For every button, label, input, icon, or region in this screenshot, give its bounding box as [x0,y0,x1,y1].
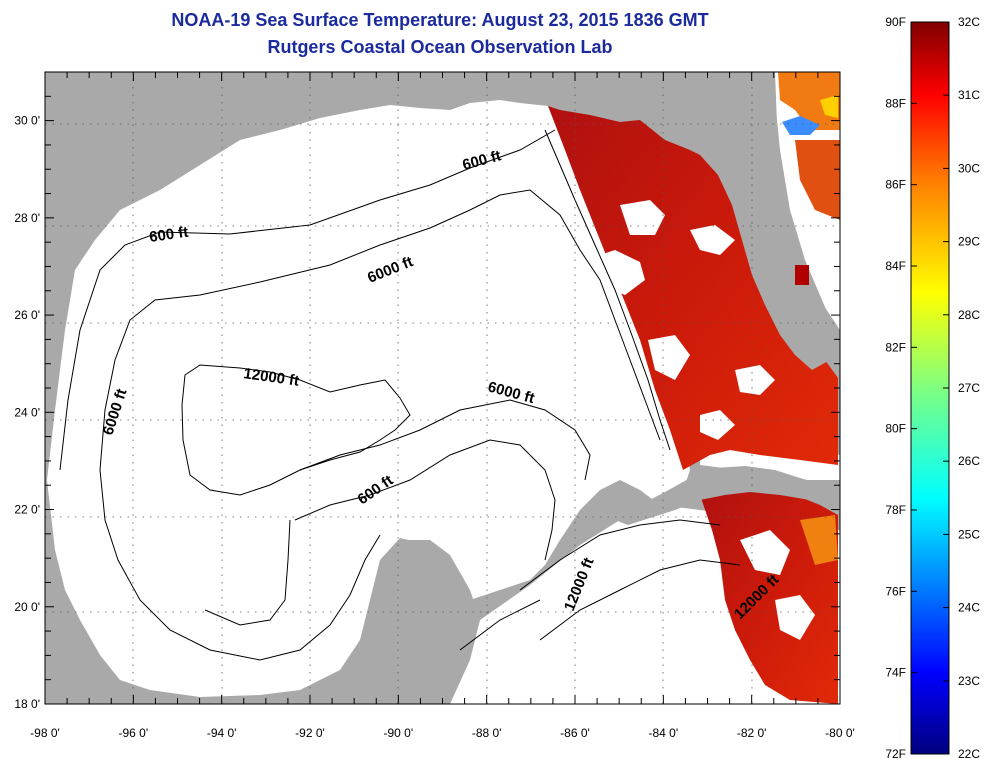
colorbar-label-c: 31C [958,88,980,102]
graticule [45,72,840,704]
y-tick-label: 24 0' [14,405,40,419]
cloud-gap [690,225,735,255]
cloud-gap [648,335,690,380]
y-tick-label: 30 0' [14,114,40,128]
yucatan [300,540,480,704]
sst-orange-patch [800,515,838,565]
colorbar-label-f: 90F [885,15,906,29]
x-tick-label: -88 0' [472,726,502,740]
cloud-gap [585,250,645,295]
colorbar-label-c: 24C [958,601,980,615]
x-tick-label: -80 0' [825,726,855,740]
y-tick-label: 20 0' [14,600,40,614]
colorbar-label-f: 88F [885,96,906,110]
colorbar-label-f: 74F [885,666,906,680]
colorbar-label-c: 25C [958,527,980,541]
y-tick-label: 18 0' [14,697,40,711]
cloud-gap [740,530,790,575]
x-tick-label: -96 0' [119,726,149,740]
x-tick-label: -82 0' [737,726,767,740]
map-title: NOAA-19 Sea Surface Temperature: August … [171,10,709,30]
map-axes: -98 0' -96 0' -94 0' -92 0' -90 0' -88 0' -86 … [14,71,855,740]
colorbar-label-f: 78F [885,503,906,517]
sst-atlantic-strip [778,72,840,130]
gulf-of-mexico [47,100,690,697]
colorbar-label-f: 82F [885,340,906,354]
y-tick-label: 22 0' [14,503,40,517]
x-tick-label: -90 0' [384,726,414,740]
sst-caribbean [700,488,838,704]
cloud-gap [775,595,815,640]
cuba [615,466,840,525]
x-tick-label: -92 0' [295,726,325,740]
colorbar-label-c: 29C [958,235,980,249]
colorbar-label-f: 76F [885,584,906,598]
colorbar-label-c: 27C [958,381,980,395]
sst-warm-patch [820,95,838,118]
sst-atlantic-strip-2 [795,140,840,220]
colorbar-label-f: 80F [885,422,906,436]
cloud-gap [735,365,775,395]
colorbar-label-c: 32C [958,15,980,29]
colorbar-label-c: 30C [958,161,980,175]
colorbar [910,21,950,755]
y-tick-label: 26 0' [14,308,40,322]
colorbar-label-c: 28C [958,308,980,322]
colorbar-labels: 90F 88F 86F 84F 82F 80F 78F 76F 74F 72F 32C 31C 30C 2… [885,15,980,761]
lake-okeechobee-sst [795,265,809,285]
x-tick-label: -98 0' [30,726,60,740]
sst-cool-patch [782,116,820,135]
x-tick-label: -86 0' [560,726,590,740]
x-tick-label: -94 0' [207,726,237,740]
contour-label: 600 ft [148,224,189,246]
colorbar-label-c: 23C [958,674,980,688]
x-tick-label: -84 0' [649,726,679,740]
y-tick-label: 28 0' [14,211,40,225]
colorbar-label-f: 84F [885,259,906,273]
colorbar-label-c: 22C [958,747,980,761]
colorbar-label-f: 86F [885,178,906,192]
colorbar-label-f: 72F [885,747,906,761]
bathymetry-contours [59,129,741,661]
florida [640,98,835,370]
colorbar-label-c: 26C [958,454,980,468]
map-subtitle: Rutgers Coastal Ocean Observation Lab [267,37,613,57]
cloud-gap [700,410,735,440]
atlantic-east-top [775,72,840,330]
